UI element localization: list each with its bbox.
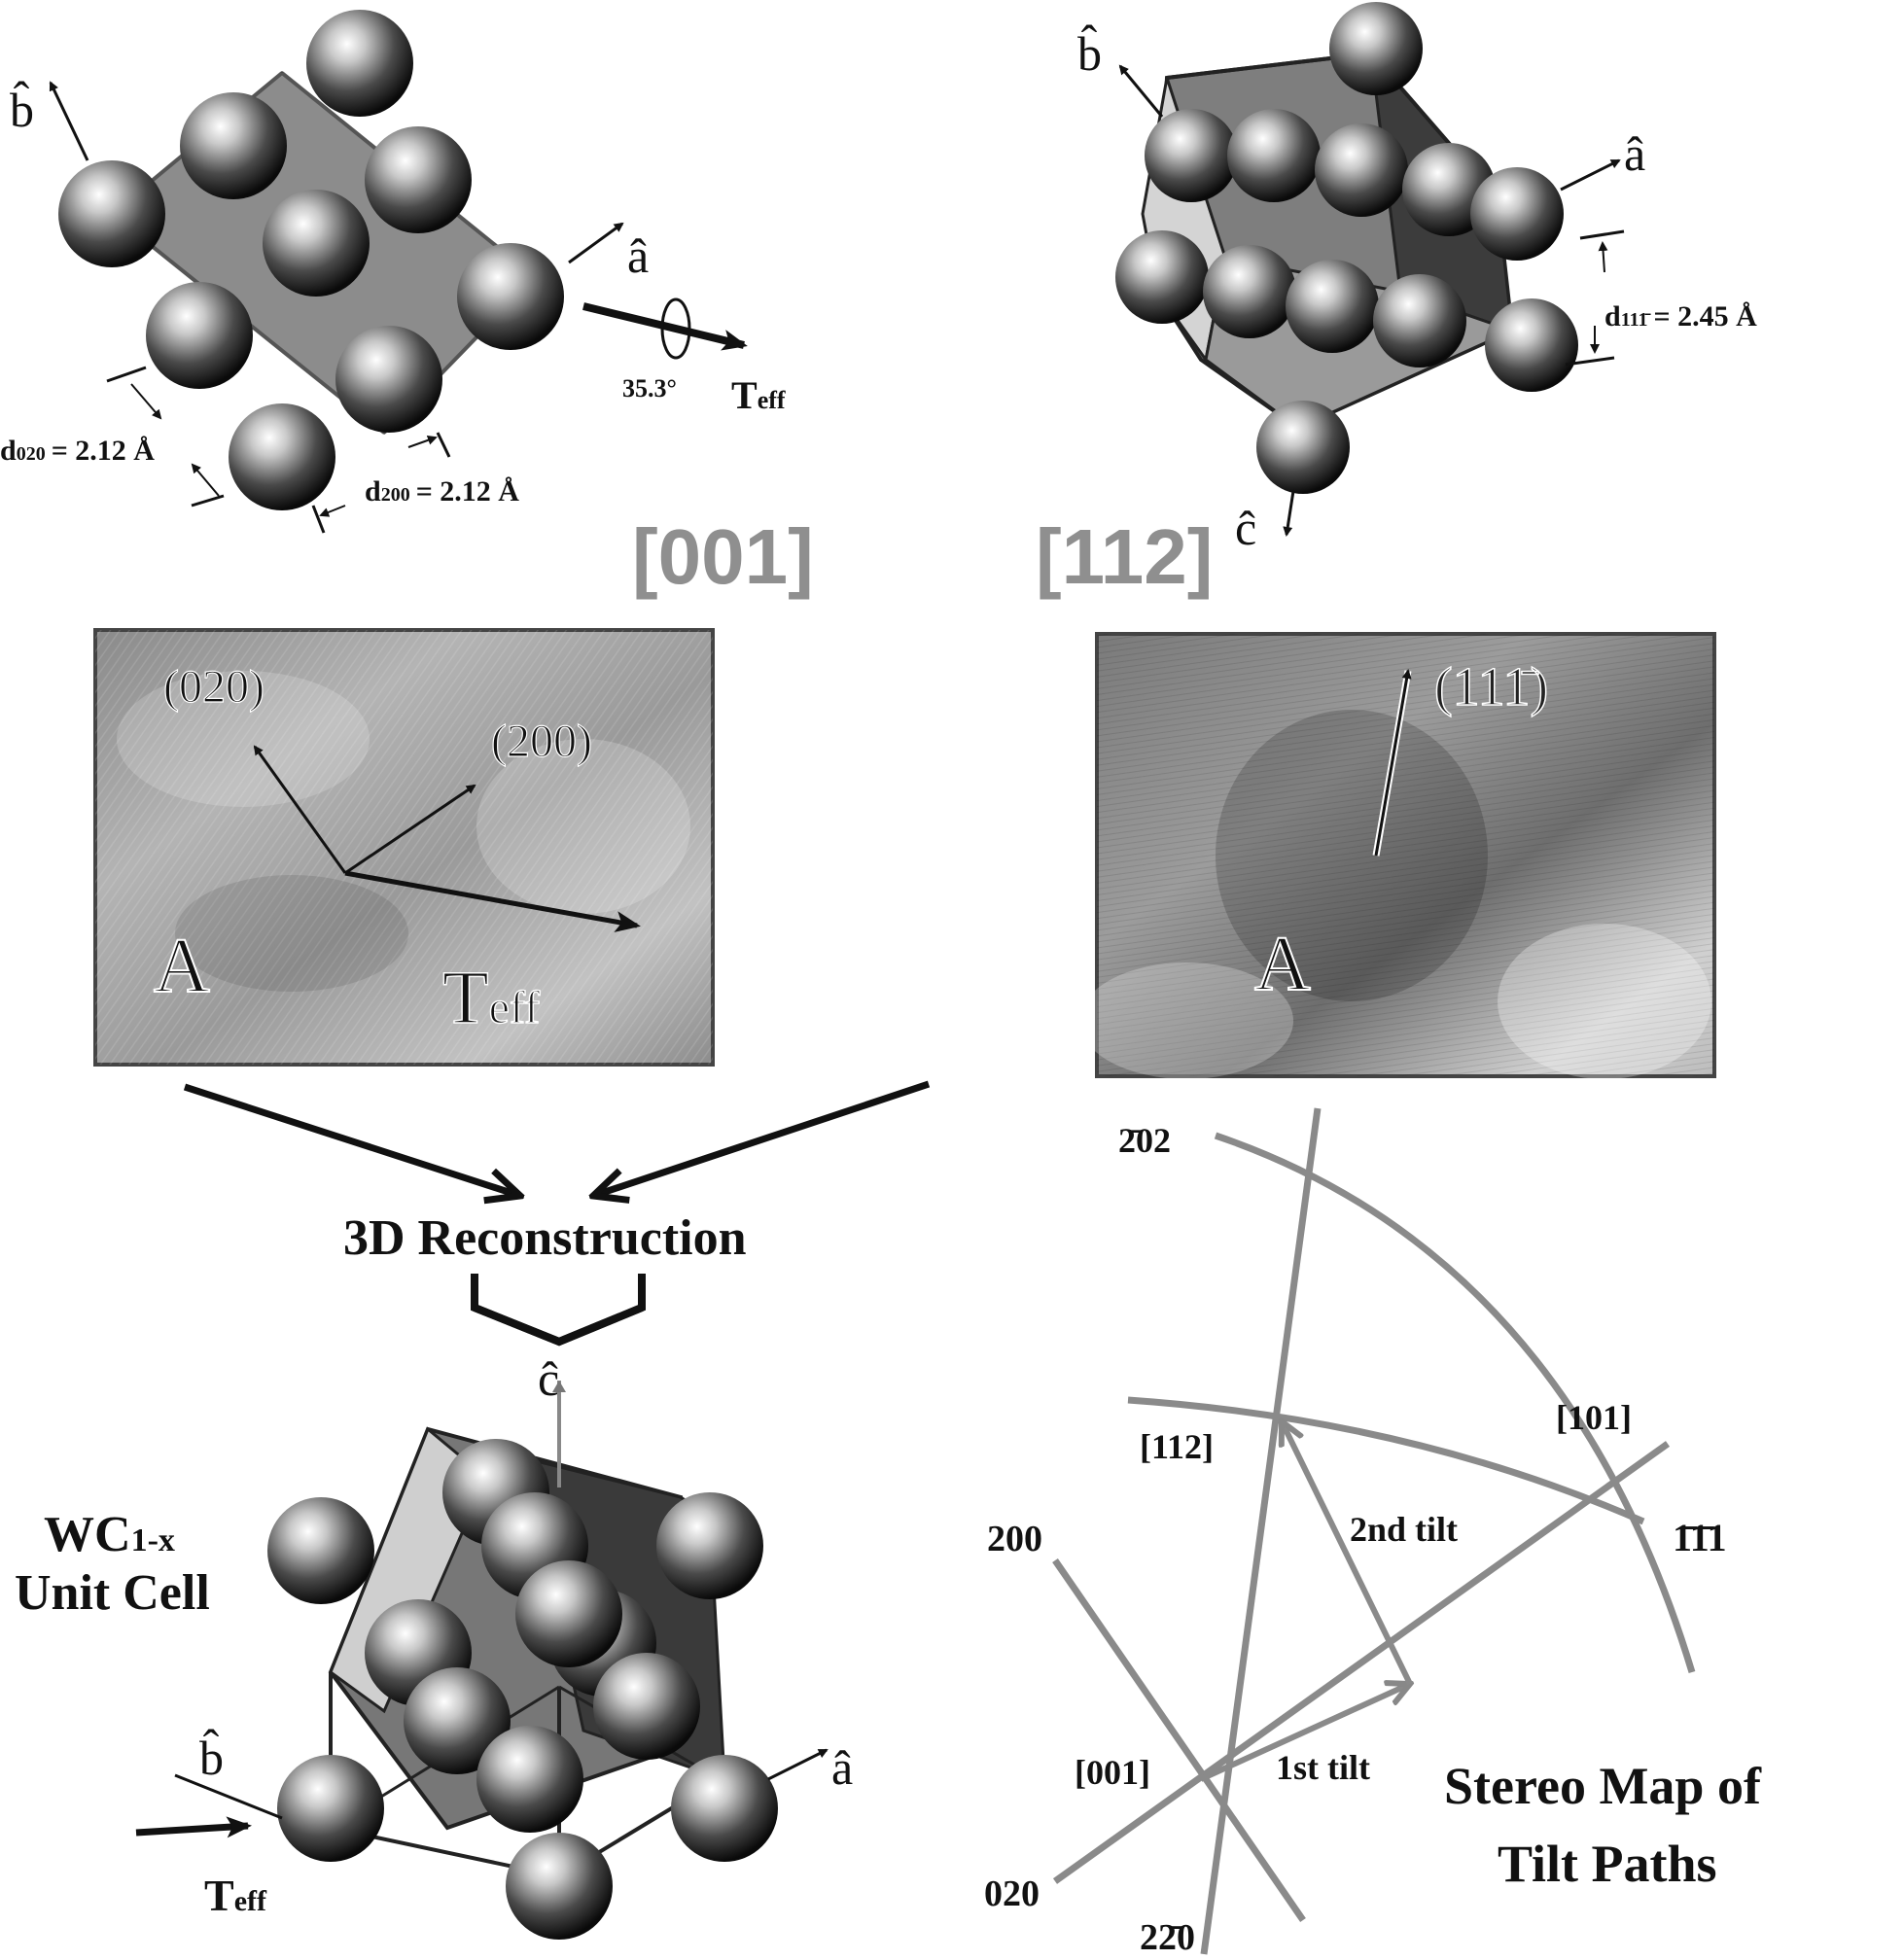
arrow-from-112 xyxy=(593,1080,931,1196)
reconstruction-title: 3D Reconstruction xyxy=(343,1210,747,1266)
first-tilt-label: 1st tilt xyxy=(1276,1748,1370,1787)
crystal-001-view: b̂ â 35.3° Teff d020 = 2.12 Å d200 = 2.12 … xyxy=(0,10,814,600)
axis-a-label-001: â xyxy=(627,228,649,283)
zone-axis-001-label: [001] xyxy=(632,513,814,600)
stereo-map: 2̄02 [112] [101] 1̄1̄1 200 [001] 020 22̄… xyxy=(984,1107,1762,1958)
pole-200: 200 xyxy=(987,1519,1042,1559)
pole-111: 1̄1̄1 xyxy=(1673,1516,1727,1559)
unit-cell-3d: WC1-x Unit Cell b̂ â Teff xyxy=(15,1381,853,1940)
axis-b-arrow-112 xyxy=(1118,64,1164,118)
unit-cell-b-axis xyxy=(174,1773,283,1820)
great-circle-020-112 xyxy=(1200,1107,1322,1955)
unit-cell-title-line2: Unit Cell xyxy=(15,1565,210,1621)
hrtem-image-112: (111̄) A xyxy=(1079,632,1716,1079)
axis-c-arrow-112 xyxy=(1283,490,1295,537)
great-circle-diagonal xyxy=(1052,1441,1671,1884)
pole-220: 22̄0 xyxy=(1140,1917,1195,1958)
teff-label-001: Teff xyxy=(731,373,786,417)
image-a-teff-label: Teff xyxy=(442,955,540,1039)
unit-cell-teff-arrow xyxy=(135,1816,252,1838)
hrtem-image-001: (020) (200) A Teff xyxy=(93,628,715,1067)
pole-101: [101] xyxy=(1556,1398,1632,1437)
teff-vector-image xyxy=(344,870,641,932)
label-200: (200) xyxy=(491,716,592,767)
axis-b-label-001: b̂ xyxy=(10,80,34,137)
second-tilt-label: 2nd tilt xyxy=(1350,1510,1458,1549)
axis-b-label-112: b̂ xyxy=(1077,23,1102,81)
tilt-angle-label: 35.3° xyxy=(622,374,677,402)
second-tilt-path xyxy=(1282,1421,1413,1686)
unit-cell-b-label: b̂ xyxy=(199,1728,224,1785)
great-circle-200 xyxy=(1052,1558,1306,1922)
great-circle-112-101 xyxy=(1127,1396,1645,1525)
reconstruction-c-axis: ĉ xyxy=(538,1351,559,1406)
label-111: (111̄) xyxy=(1434,657,1548,718)
axis-c-label-112: ĉ xyxy=(1235,501,1256,555)
merge-bracket xyxy=(471,1274,646,1347)
axis-a-label-112: â xyxy=(1624,126,1645,181)
d111-spacing-label: d111̄ = 2.45 Å xyxy=(1604,300,1757,332)
stereo-title-line2: Tilt Paths xyxy=(1498,1835,1717,1893)
g111-vector xyxy=(1374,669,1412,857)
image-b-region-label: A xyxy=(1254,922,1311,1007)
d200-spacing-label: d200 = 2.12 Å xyxy=(365,475,519,508)
first-tilt-path xyxy=(1199,1684,1410,1782)
reconstruction-flow: 3D Reconstruction ĉ xyxy=(183,1080,931,1406)
d020-spacing-label: d020 = 2.12 Å xyxy=(0,435,155,467)
unit-cell-a-axis xyxy=(767,1748,829,1781)
stereo-title-line1: Stereo Map of xyxy=(1444,1757,1762,1815)
pole-202: 2̄02 xyxy=(1118,1121,1171,1160)
zone-axis-112-label: [112] xyxy=(1036,513,1213,600)
axis-a-arrow-001 xyxy=(568,222,624,264)
pole-020: 020 xyxy=(984,1873,1040,1914)
unit-cell-a-label: â xyxy=(831,1740,853,1795)
crystal-112-view: b̂ â ĉ d111̄ = 2.45 Å [112] xyxy=(1036,2,1757,600)
image-a-region-label: A xyxy=(154,924,210,1009)
axis-a-arrow-112 xyxy=(1560,158,1621,192)
atoms-112 xyxy=(1115,2,1578,494)
g020-vector xyxy=(253,745,347,874)
unit-cell-teff-label: Teff xyxy=(204,1871,267,1920)
atoms-001 xyxy=(58,10,564,510)
arrow-from-001 xyxy=(183,1083,520,1196)
unit-cell-title-line1: WC1-x xyxy=(44,1507,175,1562)
g200-vector xyxy=(344,784,476,875)
axis-b-arrow-001 xyxy=(49,81,89,161)
label-020: (020) xyxy=(163,661,264,713)
atoms-unit-cell xyxy=(267,1439,778,1940)
rotation-icon xyxy=(660,298,691,360)
pole-001: [001] xyxy=(1075,1753,1150,1792)
pole-112: [112] xyxy=(1140,1427,1214,1466)
